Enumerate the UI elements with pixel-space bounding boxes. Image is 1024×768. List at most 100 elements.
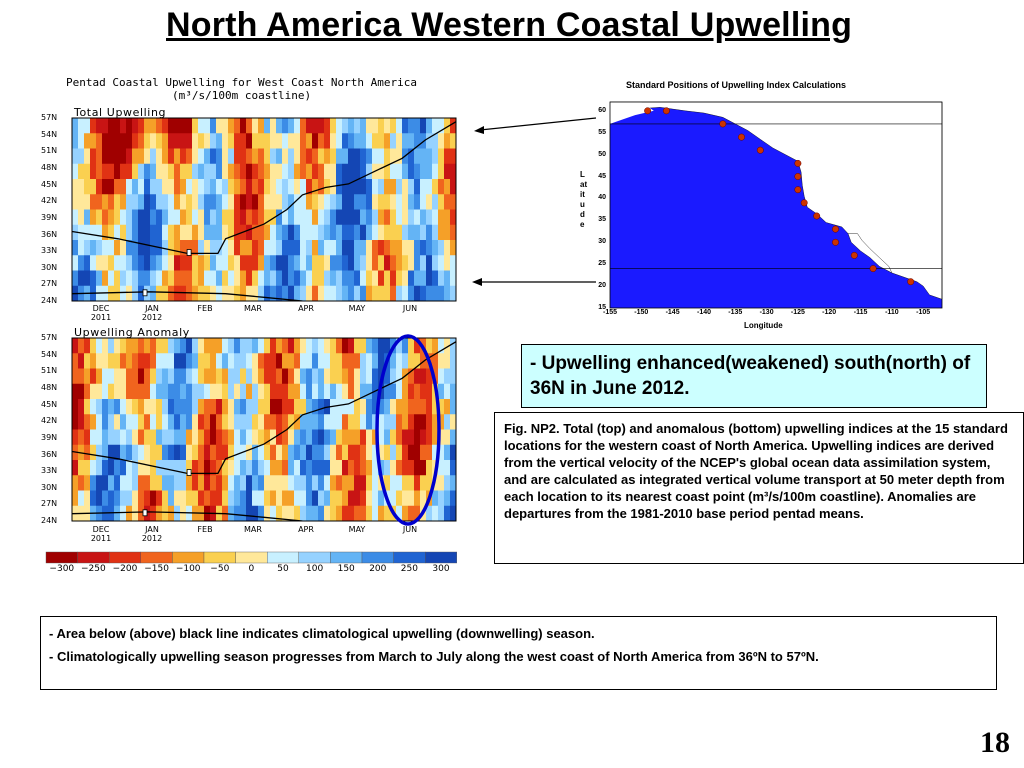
heatmap-cell (450, 383, 456, 400)
heatmap-cell (246, 475, 253, 492)
heatmap-cell (354, 414, 361, 431)
heatmap-cell (396, 148, 403, 165)
heatmap-cell (366, 399, 373, 415)
heatmap-cell (354, 163, 361, 180)
heatmap-cell (438, 505, 445, 521)
heatmap-cell (294, 475, 301, 492)
heatmap-cell (438, 270, 445, 287)
map-lat-tick: 55 (598, 128, 606, 136)
heatmap-cell (114, 209, 121, 226)
heatmap-cell (360, 148, 367, 165)
heatmap-cell (282, 444, 289, 461)
heatmap-cell (420, 270, 427, 287)
heatmap-cell (282, 255, 289, 272)
heatmap-cell (150, 475, 157, 492)
heatmap-cell (252, 353, 259, 370)
heatmap-cell (258, 505, 265, 521)
heatmap-cell (276, 383, 283, 400)
colorbar-swatch (140, 551, 173, 564)
heatmap-cell (294, 179, 301, 195)
note-prefix: - (49, 626, 57, 641)
heatmap-cell (252, 179, 259, 195)
heatmap-cell (240, 240, 247, 256)
heatmap-cell (156, 148, 163, 165)
heatmap-cell (210, 163, 217, 180)
heatmap-cell (210, 179, 217, 195)
y-tick-label: 51N (41, 146, 58, 156)
heatmap-cell (162, 240, 169, 256)
heatmap-cell (408, 383, 415, 400)
heatmap-cell (366, 163, 373, 180)
map-y-axis-label: Latitude (580, 170, 588, 229)
heatmap-cell (432, 490, 439, 507)
heatmap-cell (156, 270, 163, 287)
heatmap-cell (120, 194, 127, 211)
heatmap-cell (198, 194, 205, 211)
heatmap-cell (318, 240, 325, 256)
heatmap-cell (258, 270, 265, 287)
heatmap-cell (264, 505, 271, 521)
heatmap-cell (402, 460, 409, 476)
heatmap-cell (414, 399, 421, 415)
heatmap-cell (126, 209, 133, 226)
heatmap-cell (366, 148, 373, 165)
heatmap-cell (96, 338, 103, 354)
heatmap-cell (78, 255, 85, 272)
heatmap-cell (312, 338, 319, 354)
heatmap-cell (288, 209, 295, 226)
heatmap-cell (192, 338, 199, 354)
heatmap-cell (264, 224, 271, 241)
heatmap-cell (444, 460, 451, 476)
heatmap-cell (132, 163, 139, 180)
heatmap-cell (90, 414, 97, 431)
y-tick-label: 36N (41, 229, 58, 239)
heatmap-cell (108, 353, 115, 370)
heatmap-cell (306, 163, 313, 180)
heatmap-cell (318, 133, 325, 150)
heatmap-cell (174, 505, 181, 521)
map-lon-tick: -135 (728, 309, 743, 316)
heatmap-cell (360, 224, 367, 241)
heatmap-cell (330, 505, 337, 521)
y-tick-label: 30N (41, 482, 58, 492)
heatmap-cell (324, 118, 331, 134)
line-marker (186, 249, 192, 256)
heatmap-cell (258, 368, 265, 385)
heatmap-cell (150, 444, 157, 461)
heatmap-cell (246, 429, 253, 446)
heatmap-cell (366, 118, 373, 134)
heatmap-cell (234, 368, 241, 385)
heatmap-cell (108, 270, 115, 287)
heatmap-cell (162, 285, 169, 301)
heatmap-cell (156, 505, 163, 521)
heatmap-cell (288, 285, 295, 301)
heatmap-cell (168, 383, 175, 400)
heatmap-cell (72, 490, 79, 507)
heatmap-cell (138, 475, 145, 492)
heatmap-cell (360, 368, 367, 385)
heatmap-cell (198, 429, 205, 446)
arrow-top-head (474, 126, 484, 134)
heatmap-cell (414, 368, 421, 385)
heatmap-cell (432, 338, 439, 354)
heatmap-cell (156, 285, 163, 301)
heatmap-cell (402, 163, 409, 180)
colorbar-swatch (235, 551, 268, 564)
heatmap-cell (138, 338, 145, 354)
heatmap-cell (144, 133, 151, 150)
heatmap-cell (222, 368, 229, 385)
heatmap-cell (120, 179, 127, 195)
heatmap-cell (96, 179, 103, 195)
heatmap-cell (396, 383, 403, 400)
heatmap-cell (330, 163, 337, 180)
heatmap-cell (126, 353, 133, 370)
heatmap-cell (342, 444, 349, 461)
heatmap-cell (426, 255, 433, 272)
colorbar-tick-label: 250 (400, 564, 418, 574)
heatmap-cell (300, 353, 307, 370)
heatmap-cell (90, 444, 97, 461)
heatmap-cell (150, 148, 157, 165)
heatmap-cell (150, 338, 157, 354)
heatmap-cell (438, 255, 445, 272)
heatmap-cell (354, 194, 361, 211)
